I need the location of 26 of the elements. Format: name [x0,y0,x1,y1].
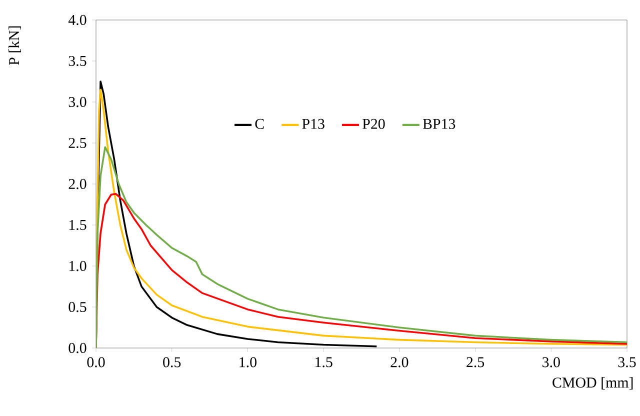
x-tick-label: 1.0 [240,357,256,368]
y-tick-label: 1.0 [69,260,86,272]
x-tick-label: 0.0 [87,357,105,368]
legend-label: C [255,118,264,129]
x-tick-label: 1.5 [316,357,332,368]
legend-label: P20 [362,118,385,129]
legend-label: P13 [302,118,324,129]
y-axis-title: P [kN] [8,26,21,66]
y-tick-label: 4.0 [68,14,86,26]
y-tick-label: 0.0 [68,342,86,354]
x-axis-title: CMOD [mm] [552,377,633,390]
x-tick-label: 3.5 [618,357,636,368]
line-series [96,192,628,348]
line-series [96,146,628,348]
y-tick-label: 3.0 [68,96,86,108]
x-tick-label: 0.5 [163,357,181,368]
x-tick-label: 3.0 [542,357,560,368]
line-series [96,88,628,348]
x-tick-label: 2.0 [390,357,408,368]
x-tick-label: 2.5 [466,357,484,368]
legend-label: BP13 [422,118,456,129]
y-tick-label: 2.5 [68,138,86,148]
y-tick-label: 3.5 [68,56,86,66]
y-tick-label: 0.5 [68,302,86,312]
y-tick-label: 1.5 [69,220,86,230]
y-tick-label: 2.0 [68,178,86,190]
